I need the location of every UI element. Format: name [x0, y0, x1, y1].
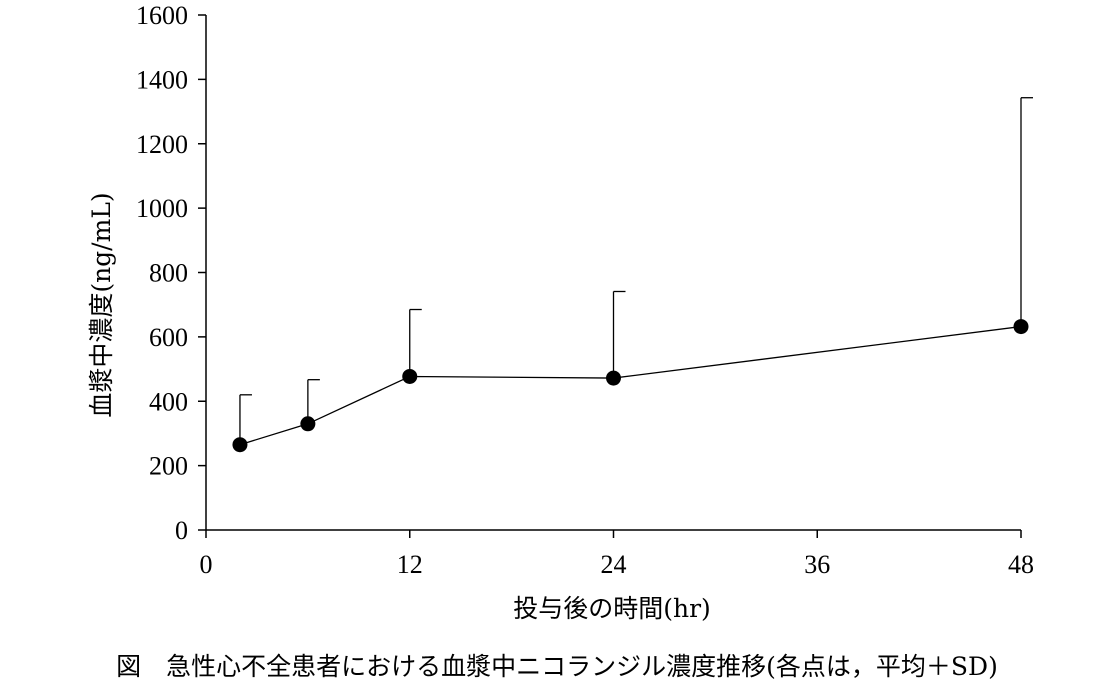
y-tick-label: 1400 [136, 65, 188, 94]
data-point [606, 370, 621, 386]
x-tick-label: 0 [200, 550, 213, 579]
x-tick-label: 24 [601, 550, 627, 579]
axes [205, 15, 1021, 531]
data-point [402, 368, 418, 384]
x-tick-label: 36 [804, 550, 830, 579]
figure-caption: 図 急性心不全患者における血漿中ニコランジル濃度推移(各点は，平均＋SD) [116, 652, 998, 681]
data-point [300, 416, 316, 432]
data-point [232, 437, 248, 453]
error-bars [239, 97, 1033, 445]
y-tick-label: 200 [149, 452, 188, 481]
y-tick-label: 800 [149, 259, 188, 288]
y-tick-label: 0 [175, 516, 188, 545]
data-point [1013, 319, 1029, 335]
y-tick-label: 1000 [136, 194, 188, 223]
y-tick-label: 1600 [136, 1, 188, 30]
y-tick-label: 600 [149, 323, 188, 352]
y-axis-title: 血漿中濃度(ng/mL) [87, 192, 116, 417]
y-tick-label: 1200 [136, 130, 188, 159]
y-tick-label: 400 [149, 387, 188, 416]
series-polyline [239, 325, 1022, 446]
x-tick-label: 12 [397, 550, 423, 579]
data-points [232, 319, 1029, 453]
ticks: 0 200 400 600 800 1000 1200 1400 1600 0 12 24 36 48 [136, 1, 1034, 579]
series-line [239, 325, 1022, 446]
x-tick-label: 48 [1008, 550, 1034, 579]
x-axis-title: 投与後の時間(hr) [513, 594, 711, 623]
